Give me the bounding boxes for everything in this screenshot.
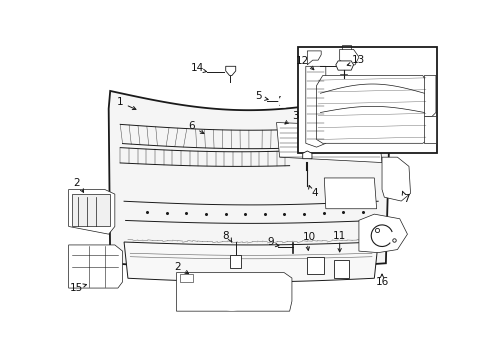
Bar <box>72 194 110 226</box>
Polygon shape <box>176 273 292 311</box>
Polygon shape <box>303 151 312 159</box>
Circle shape <box>215 276 249 310</box>
Polygon shape <box>226 66 236 76</box>
Polygon shape <box>340 49 359 66</box>
Text: 5: 5 <box>255 91 262 100</box>
Polygon shape <box>307 257 324 274</box>
Polygon shape <box>307 51 321 65</box>
Polygon shape <box>382 157 411 201</box>
Polygon shape <box>317 76 428 143</box>
Text: 3: 3 <box>292 111 298 121</box>
Polygon shape <box>324 178 377 209</box>
Polygon shape <box>424 76 436 116</box>
Text: 15: 15 <box>70 283 83 293</box>
Polygon shape <box>334 260 349 278</box>
Polygon shape <box>276 122 382 163</box>
Text: 14: 14 <box>191 63 204 73</box>
Polygon shape <box>69 245 122 288</box>
Bar <box>298 47 437 153</box>
Text: 11: 11 <box>333 231 346 241</box>
Circle shape <box>279 96 290 107</box>
Text: 1: 1 <box>117 98 123 108</box>
Polygon shape <box>359 214 408 253</box>
Text: 8: 8 <box>222 231 229 241</box>
Polygon shape <box>69 189 115 234</box>
Polygon shape <box>230 255 241 268</box>
Polygon shape <box>109 91 390 269</box>
Polygon shape <box>124 242 378 282</box>
Polygon shape <box>336 61 354 70</box>
Text: 9: 9 <box>267 237 274 247</box>
Text: 10: 10 <box>302 232 316 242</box>
Polygon shape <box>424 116 436 143</box>
Text: 2: 2 <box>73 178 80 188</box>
Polygon shape <box>306 66 326 147</box>
Bar <box>179 274 194 282</box>
Text: 12: 12 <box>296 56 309 66</box>
Text: 13: 13 <box>352 55 366 65</box>
Text: 6: 6 <box>189 121 195 131</box>
Text: 2: 2 <box>174 261 181 271</box>
Text: 4: 4 <box>312 188 318 198</box>
Text: 16: 16 <box>375 277 389 287</box>
Text: 7: 7 <box>403 194 410 204</box>
